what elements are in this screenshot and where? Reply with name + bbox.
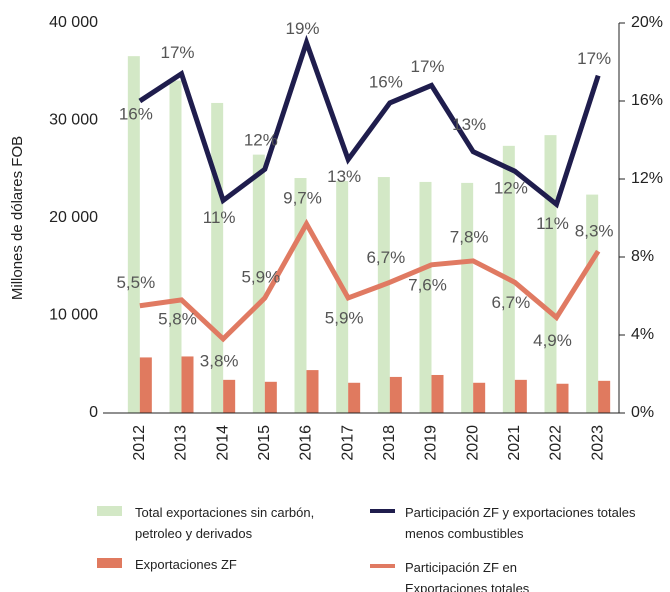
y-tick-label: 20 000 xyxy=(49,209,98,226)
bar xyxy=(544,135,557,413)
bar xyxy=(389,376,402,413)
bar xyxy=(419,181,432,413)
bar xyxy=(431,374,444,413)
bar xyxy=(223,379,236,413)
y2-tick-label: 20% xyxy=(631,14,663,31)
y-tick-label: 30 000 xyxy=(49,112,98,129)
legend-label: Participación ZF en Exportaciones totale… xyxy=(405,560,530,592)
x-tick-label: 2012 xyxy=(131,425,148,461)
data-label: 13% xyxy=(452,115,486,134)
bar xyxy=(348,382,361,413)
x-tick-label: 2023 xyxy=(589,425,606,461)
x-tick-label: 2014 xyxy=(214,425,231,461)
data-label: 8,3% xyxy=(575,222,614,241)
y-axis-title: Millones de dólares FOB xyxy=(9,136,26,300)
chart: Millones de dólares FOB 0 10 000 20 000 30 … xyxy=(9,14,663,461)
data-label: 17% xyxy=(577,49,611,68)
legend-swatch xyxy=(97,558,122,568)
y2-tick-label: 4% xyxy=(631,326,654,343)
bar xyxy=(377,177,390,413)
data-label: 6,7% xyxy=(366,248,405,267)
data-label: 5,5% xyxy=(116,273,155,292)
data-label: 5,9% xyxy=(241,267,280,286)
data-label: 11% xyxy=(536,214,569,233)
legend-swatch xyxy=(370,564,395,568)
data-label: 13% xyxy=(327,167,361,186)
bar xyxy=(473,382,486,413)
data-label: 11% xyxy=(203,208,236,227)
x-tick-label: 2013 xyxy=(173,425,190,461)
bar xyxy=(306,370,319,413)
bar xyxy=(181,356,194,413)
y2-tick-label: 0% xyxy=(631,404,654,421)
y-tick-label: 40 000 xyxy=(49,14,98,31)
x-tick-label: 2020 xyxy=(464,425,481,461)
data-label: 12% xyxy=(494,179,528,198)
data-label: 9,7% xyxy=(283,188,322,207)
data-label: 6,7% xyxy=(491,293,530,312)
line xyxy=(138,34,601,209)
y2-tick-label: 12% xyxy=(631,170,663,187)
x-tick-label: 2018 xyxy=(381,425,398,461)
bar xyxy=(294,178,307,413)
data-label: 17% xyxy=(410,57,444,76)
data-label: 7,6% xyxy=(408,275,447,294)
bar xyxy=(127,56,140,414)
y-tick-label: 0 xyxy=(89,404,98,421)
data-label: 16% xyxy=(119,104,153,123)
x-tick-label: 2017 xyxy=(339,425,356,461)
bar xyxy=(556,383,569,413)
data-label: 5,9% xyxy=(325,308,364,327)
bar xyxy=(586,194,599,413)
x-tick-label: 2019 xyxy=(423,425,440,461)
data-label: 5,8% xyxy=(158,309,197,328)
bar xyxy=(139,357,152,413)
data-label: 4,9% xyxy=(533,331,572,350)
data-label: 7,8% xyxy=(450,227,489,246)
data-label: 19% xyxy=(285,19,319,38)
bar xyxy=(598,380,611,413)
legend-label: Total exportaciones sin carbón, petroleo… xyxy=(135,505,315,541)
x-tick-label: 2021 xyxy=(506,425,523,461)
legend-label: Exportaciones ZF xyxy=(135,557,237,572)
legend-label: Participación ZF y exportaciones totales… xyxy=(405,505,636,541)
x-tick-label: 2015 xyxy=(256,425,273,461)
bar xyxy=(336,180,349,413)
y2-tick-label: 16% xyxy=(631,92,663,109)
bar xyxy=(169,80,182,414)
y-tick-label: 10 000 xyxy=(49,307,98,324)
data-label: 16% xyxy=(369,72,403,91)
bar xyxy=(264,381,277,413)
x-tick-label: 2022 xyxy=(548,425,565,461)
bar xyxy=(461,182,474,413)
y2-tick-label: 8% xyxy=(631,248,654,265)
x-tick-label: 2016 xyxy=(298,425,315,461)
data-label: 12% xyxy=(244,131,278,150)
legend-swatch xyxy=(370,509,395,513)
data-label: 17% xyxy=(160,43,194,62)
data-label: 3,8% xyxy=(200,351,239,370)
line xyxy=(139,218,601,343)
legend-swatch xyxy=(97,506,122,516)
bar xyxy=(514,379,527,413)
bar xyxy=(252,154,265,413)
